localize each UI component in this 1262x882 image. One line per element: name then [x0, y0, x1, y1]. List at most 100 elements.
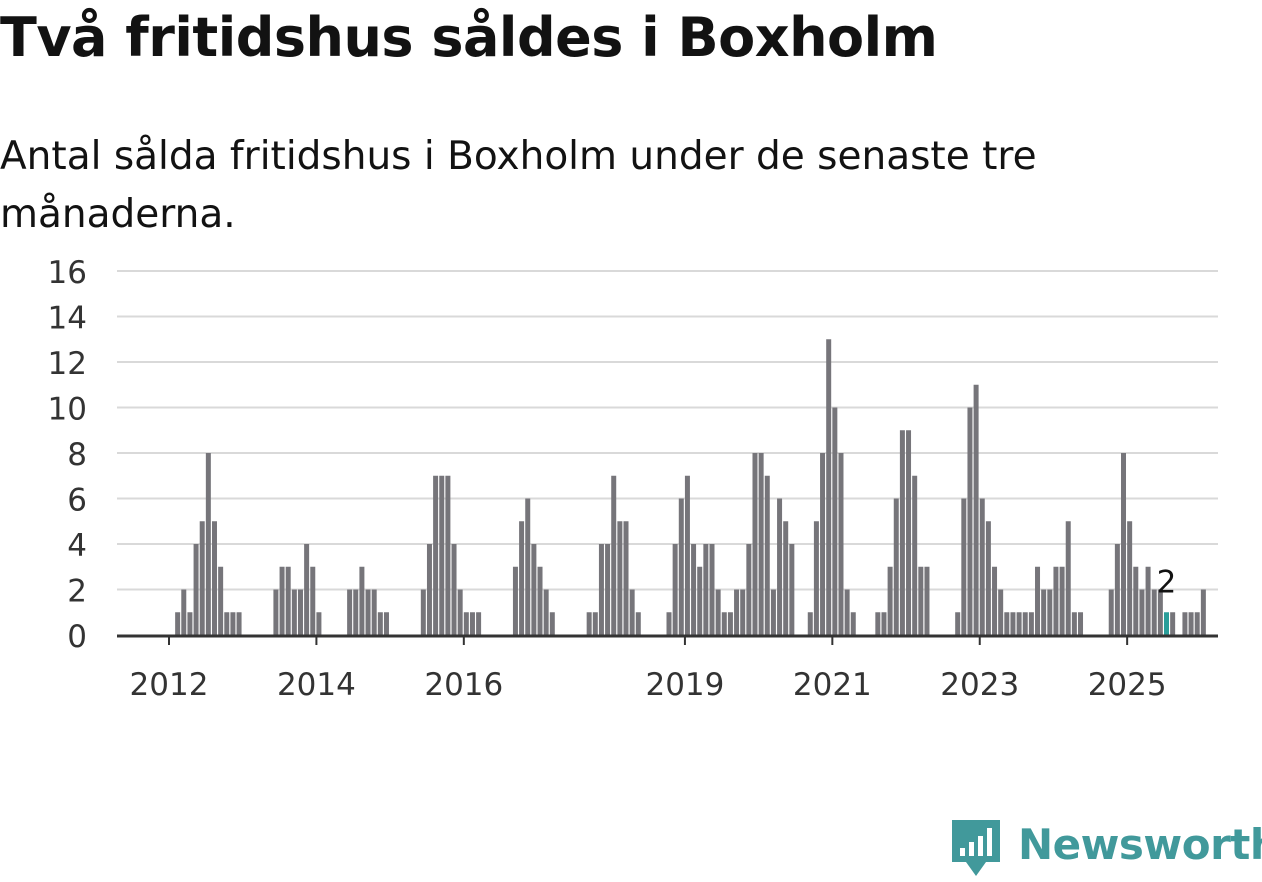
bar	[476, 612, 482, 635]
highlight-value-label: 2	[1157, 564, 1177, 600]
bar	[1133, 566, 1139, 635]
bar	[1170, 612, 1176, 635]
bar	[1139, 589, 1145, 635]
bar	[1022, 612, 1028, 635]
bar	[175, 612, 181, 635]
bar	[598, 544, 604, 635]
bar	[746, 544, 752, 635]
bar	[899, 430, 905, 635]
bar	[832, 407, 838, 635]
y-axis-tick-labels: 0 2 4 6 8 10 12 14 16	[48, 255, 87, 655]
bar	[629, 589, 635, 635]
bar	[721, 612, 727, 635]
bar	[1078, 612, 1084, 635]
bar	[433, 475, 439, 635]
bar	[1200, 589, 1206, 635]
bar	[605, 544, 611, 635]
y-tick-label: 10	[48, 392, 87, 428]
bar	[734, 589, 740, 635]
x-tick-label: 2025	[1088, 667, 1167, 703]
bar	[770, 589, 776, 635]
bar	[1157, 589, 1163, 635]
bar	[457, 589, 463, 635]
bar	[230, 612, 236, 635]
brand-name: Newsworthy	[1018, 820, 1262, 869]
bar	[979, 498, 985, 635]
bar	[199, 521, 205, 635]
bar	[310, 566, 316, 635]
bar	[420, 589, 426, 635]
bar	[838, 453, 844, 635]
bar	[678, 498, 684, 635]
bar	[543, 589, 549, 635]
bar	[519, 521, 525, 635]
bar	[353, 589, 359, 635]
bar	[635, 612, 641, 635]
bar	[1004, 612, 1010, 635]
bar	[1028, 612, 1034, 635]
bar	[992, 566, 998, 635]
bar	[1047, 589, 1053, 635]
bar	[426, 544, 432, 635]
bar	[279, 566, 285, 635]
bar	[887, 566, 893, 635]
bar	[881, 612, 887, 635]
bar	[316, 612, 322, 635]
bar	[709, 544, 715, 635]
gridlines	[117, 270, 1218, 591]
y-tick-label: 4	[67, 528, 87, 564]
bar	[347, 589, 353, 635]
bar	[531, 544, 537, 635]
bar	[463, 612, 469, 635]
bar	[727, 612, 733, 635]
bar	[875, 612, 881, 635]
bar	[469, 612, 475, 635]
bar	[187, 612, 193, 635]
bar	[1035, 566, 1041, 635]
bar	[1114, 544, 1120, 635]
bar	[666, 612, 672, 635]
y-tick-label: 14	[48, 301, 87, 337]
bar	[783, 521, 789, 635]
y-tick-label: 2	[67, 574, 87, 610]
bar	[777, 498, 783, 635]
bar	[549, 612, 555, 635]
bar	[1065, 521, 1071, 635]
bar	[813, 521, 819, 635]
bar	[592, 612, 598, 635]
bar	[586, 612, 592, 635]
bar	[297, 589, 303, 635]
y-tick-label: 16	[48, 255, 87, 291]
bar	[752, 453, 758, 635]
bar	[826, 339, 832, 635]
bar	[973, 384, 979, 635]
x-tick-label: 2019	[645, 667, 724, 703]
bar	[285, 566, 291, 635]
bar	[893, 498, 899, 635]
bar	[1127, 521, 1133, 635]
bar	[205, 453, 211, 635]
bar	[617, 521, 623, 635]
bar	[850, 612, 856, 635]
bar	[623, 521, 629, 635]
bar	[672, 544, 678, 635]
bar	[1016, 612, 1022, 635]
bar	[1194, 612, 1200, 635]
bar	[445, 475, 451, 635]
bar	[537, 566, 543, 635]
bar	[764, 475, 770, 635]
y-tick-label: 12	[48, 346, 87, 382]
bar	[611, 475, 617, 635]
bar	[451, 544, 457, 635]
bar	[807, 612, 813, 635]
bar	[691, 544, 697, 635]
bar	[273, 589, 279, 635]
bar	[906, 430, 912, 635]
bar	[211, 521, 217, 635]
bar	[1145, 566, 1151, 635]
y-tick-label: 6	[67, 483, 87, 519]
bar	[967, 407, 973, 635]
bar	[844, 589, 850, 635]
bar	[1053, 566, 1059, 635]
